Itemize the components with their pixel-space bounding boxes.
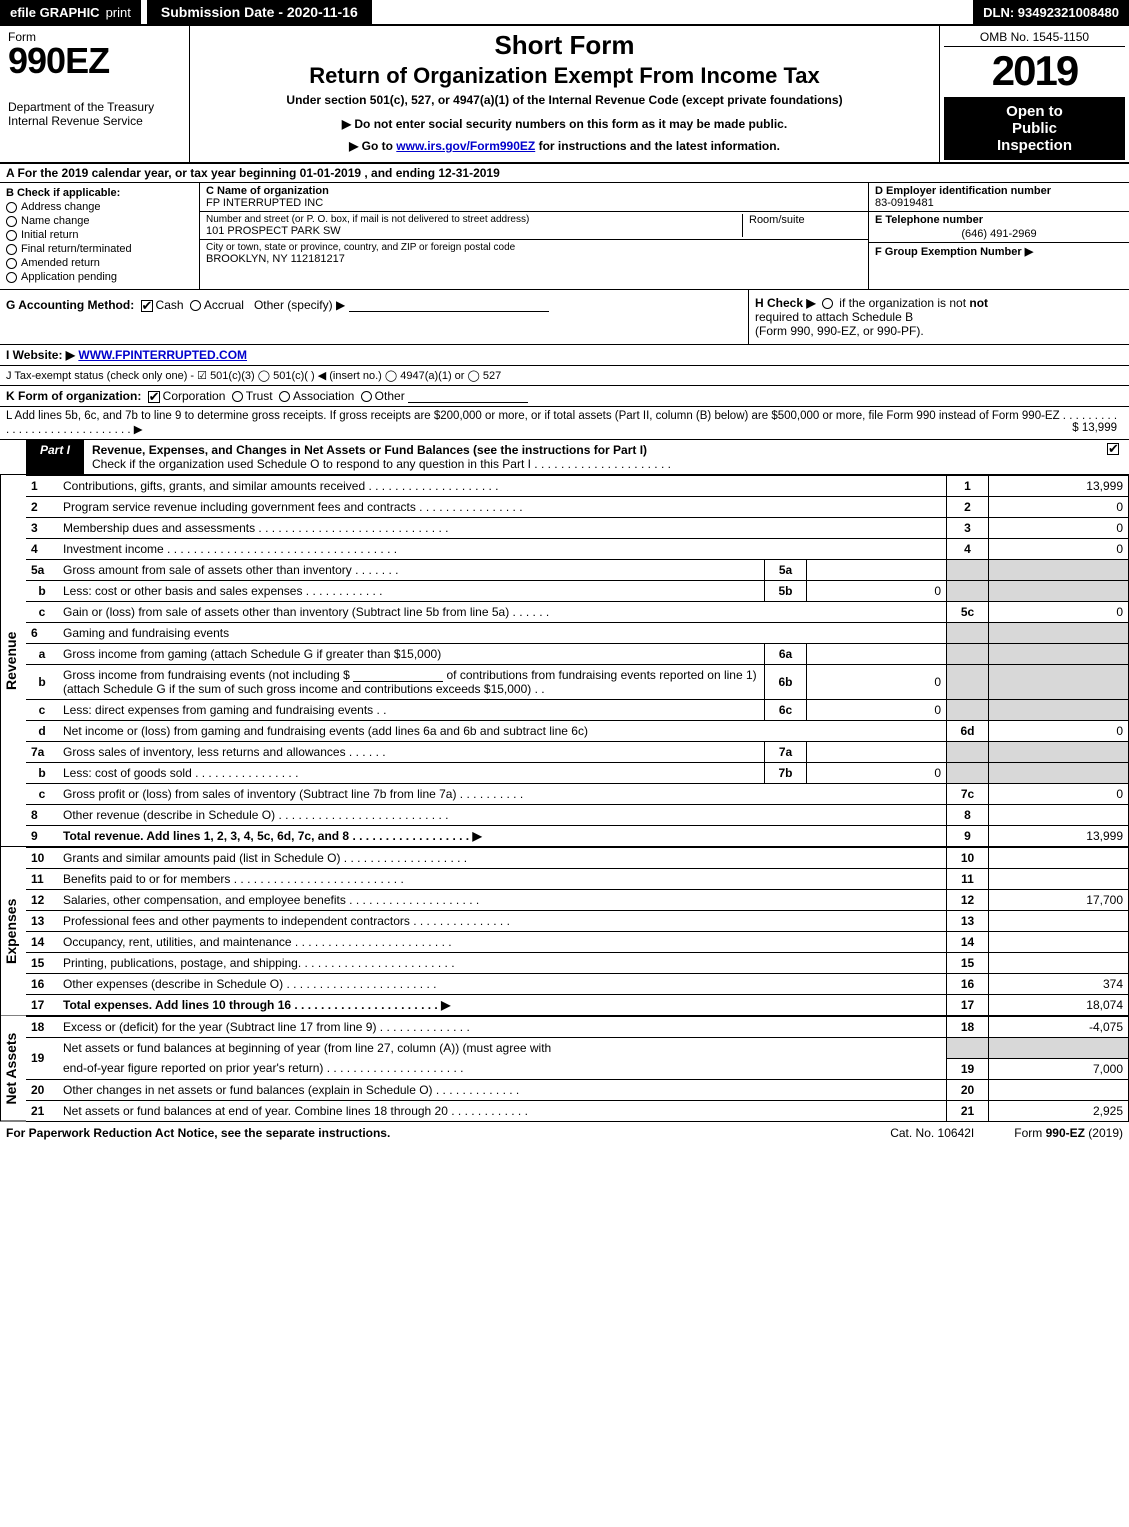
row-a-tax-year: A For the 2019 calendar year, or tax yea… — [0, 164, 1129, 183]
inspect-1: Open to — [946, 103, 1123, 120]
chk-other-org[interactable] — [361, 391, 372, 402]
efile-graphic-print[interactable]: efile GRAPHIC print — [0, 0, 141, 24]
h-text1: H Check ▶ — [755, 296, 816, 310]
room-suite-label: Room/suite — [742, 214, 862, 237]
revenue-section: Revenue 1Contributions, gifts, grants, a… — [0, 475, 1129, 847]
inspect-3: Inspection — [946, 137, 1123, 154]
box-b-title: B Check if applicable: — [6, 187, 193, 199]
print-label: print — [106, 5, 131, 20]
expenses-table: 10Grants and similar amounts paid (list … — [26, 847, 1129, 1016]
chk-final-return[interactable]: Final return/terminated — [6, 243, 193, 255]
netassets-label: Net Assets — [0, 1016, 26, 1122]
short-form-title: Short Form — [196, 30, 933, 61]
cat-no: Cat. No. 10642I — [890, 1126, 974, 1140]
irs-link[interactable]: www.irs.gov/Form990EZ — [396, 139, 535, 153]
box-c: C Name of organization FP INTERRUPTED IN… — [200, 183, 869, 289]
org-name-value: FP INTERRUPTED INC — [206, 197, 862, 209]
goto-line: ▶ Go to www.irs.gov/Form990EZ for instru… — [196, 139, 933, 153]
city-label: City or town, state or province, country… — [206, 242, 862, 253]
omb-number: OMB No. 1545-1150 — [944, 28, 1125, 47]
ein-value: 83-0919481 — [875, 197, 1123, 209]
dept-treasury: Department of the Treasury — [8, 100, 181, 114]
dln-label: DLN: 93492321008480 — [973, 0, 1129, 24]
h-text4: (Form 990, 990-EZ, or 990-PF). — [755, 324, 924, 338]
row-k: K Form of organization: Corporation Trus… — [0, 386, 1129, 407]
open-public-inspection: Open to Public Inspection — [944, 97, 1125, 160]
boxes-def: D Employer identification number 83-0919… — [869, 183, 1129, 289]
inspect-2: Public — [946, 120, 1123, 137]
form-header: Form 990EZ Department of the Treasury In… — [0, 26, 1129, 164]
form-number: 990EZ — [8, 40, 181, 82]
h-text3: required to attach Schedule B — [755, 310, 913, 324]
row-l: L Add lines 5b, 6c, and 7b to line 9 to … — [0, 407, 1129, 440]
page-footer: For Paperwork Reduction Act Notice, see … — [0, 1122, 1129, 1144]
ein-label: D Employer identification number — [875, 185, 1123, 197]
row-i: I Website: ▶ WWW.FPINTERRUPTED.COM — [0, 345, 1129, 366]
return-title: Return of Organization Exempt From Incom… — [196, 63, 933, 89]
k-label: K Form of organization: — [6, 389, 141, 403]
chk-initial-return[interactable]: Initial return — [6, 229, 193, 241]
chk-amended-return[interactable]: Amended return — [6, 257, 193, 269]
addr-value: 101 PROSPECT PARK SW — [206, 225, 742, 237]
ssn-warning: ▶ Do not enter social security numbers o… — [196, 117, 933, 131]
revenue-table: 1Contributions, gifts, grants, and simil… — [26, 475, 1129, 847]
efile-label: efile GRAPHIC — [10, 5, 100, 20]
chk-cash[interactable] — [141, 300, 153, 312]
chk-trust[interactable] — [232, 391, 243, 402]
addr-label: Number and street (or P. O. box, if mail… — [206, 214, 742, 225]
expenses-section: Expenses 10Grants and similar amounts pa… — [0, 847, 1129, 1016]
row-g: G Accounting Method: Cash Accrual Other … — [0, 290, 749, 344]
row-j: J Tax-exempt status (check only one) - ☑… — [0, 366, 1129, 386]
row-h: H Check ▶ if the organization is not not… — [749, 290, 1129, 344]
part1-tab: Part I — [26, 440, 84, 474]
chk-h[interactable] — [822, 298, 833, 309]
submission-date: Submission Date - 2020-11-16 — [147, 0, 372, 24]
row-gh: G Accounting Method: Cash Accrual Other … — [0, 290, 1129, 345]
goto-post: for instructions and the latest informat… — [539, 139, 780, 153]
part1-header: Part I Revenue, Expenses, and Changes in… — [0, 440, 1129, 475]
header-center: Short Form Return of Organization Exempt… — [190, 26, 939, 162]
group-exemption-label: F Group Exemption Number ▶ — [875, 245, 1123, 258]
revenue-label: Revenue — [0, 475, 26, 847]
paperwork-notice: For Paperwork Reduction Act Notice, see … — [6, 1126, 390, 1140]
info-grid: B Check if applicable: Address change Na… — [0, 183, 1129, 290]
part1-title: Revenue, Expenses, and Changes in Net As… — [84, 440, 1107, 474]
chk-part1-scho[interactable] — [1107, 443, 1119, 455]
chk-accrual[interactable] — [190, 300, 201, 311]
org-name-label: C Name of organization — [206, 185, 862, 197]
topbar: efile GRAPHIC print Submission Date - 20… — [0, 0, 1129, 26]
phone-label: E Telephone number — [875, 214, 1123, 226]
under-section: Under section 501(c), 527, or 4947(a)(1)… — [196, 93, 933, 107]
expenses-label: Expenses — [0, 847, 26, 1016]
website-link[interactable]: WWW.FPINTERRUPTED.COM — [78, 348, 247, 362]
h-text2: if the organization is not not — [839, 296, 988, 310]
phone-value: (646) 491-2969 — [875, 228, 1123, 240]
chk-association[interactable] — [279, 391, 290, 402]
chk-corporation[interactable] — [148, 391, 160, 403]
dept-irs: Internal Revenue Service — [8, 114, 181, 128]
g-label: G Accounting Method: — [6, 298, 134, 312]
netassets-section: Net Assets 18Excess or (deficit) for the… — [0, 1016, 1129, 1122]
tax-year: 2019 — [944, 47, 1125, 97]
i-label: I Website: ▶ — [6, 348, 75, 362]
other-org-blank — [408, 389, 528, 403]
part1-checkline: Check if the organization used Schedule … — [92, 457, 671, 471]
goto-pre: ▶ Go to — [349, 139, 396, 153]
other-specify-blank — [349, 298, 549, 312]
chk-address-change[interactable]: Address change — [6, 201, 193, 213]
form-ref: Form 990-EZ (2019) — [1014, 1126, 1123, 1140]
header-right: OMB No. 1545-1150 2019 Open to Public In… — [939, 26, 1129, 162]
city-value: BROOKLYN, NY 112181217 — [206, 253, 862, 265]
netassets-table: 18Excess or (deficit) for the year (Subt… — [26, 1016, 1129, 1122]
header-left: Form 990EZ Department of the Treasury In… — [0, 26, 190, 162]
chk-name-change[interactable]: Name change — [6, 215, 193, 227]
l-text: L Add lines 5b, 6c, and 7b to line 9 to … — [6, 410, 1117, 436]
box-b: B Check if applicable: Address change Na… — [0, 183, 200, 289]
l-amount: $ 13,999 — [1072, 422, 1117, 434]
chk-application-pending[interactable]: Application pending — [6, 271, 193, 283]
